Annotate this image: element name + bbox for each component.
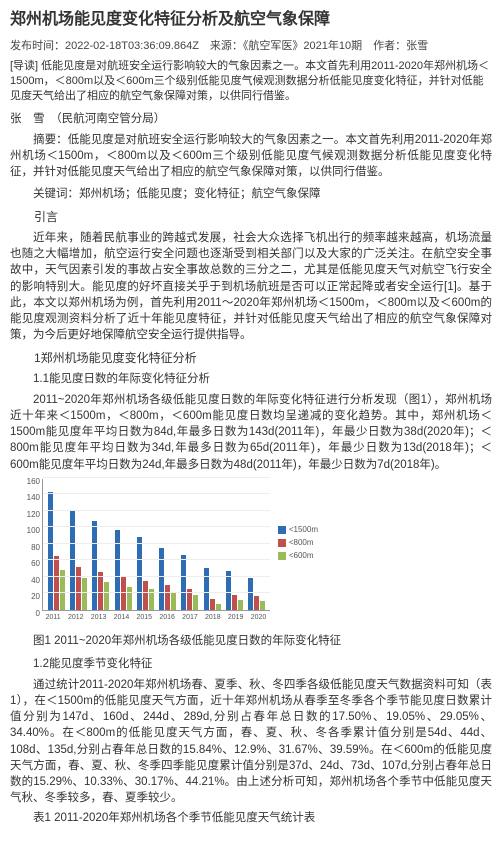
legend-label: <600m xyxy=(289,550,314,562)
x-tick: 2015 xyxy=(136,613,152,629)
legend-item: <800m xyxy=(278,537,318,549)
bar xyxy=(238,600,243,610)
figure-1: 020406080100120140160 201120122013201420… xyxy=(10,479,492,629)
abstract-text: 低能见度是对航班安全运行影响较大的气象因素之一。本文首先利用2011-2020年… xyxy=(10,134,492,178)
bar xyxy=(204,568,209,609)
bar xyxy=(171,592,176,610)
section1-2-title: 1.2能见度季节变化特征 xyxy=(10,656,492,673)
bar xyxy=(226,571,231,610)
year-group xyxy=(226,479,243,610)
grid-line xyxy=(43,592,270,593)
abstract-label: 摘要： xyxy=(33,134,68,146)
x-tick: 2019 xyxy=(228,613,244,629)
year-group xyxy=(115,479,132,610)
legend-item: <600m xyxy=(278,550,318,562)
year-group xyxy=(159,479,176,610)
section1-2-text: 通过统计2011-2020年郑州机场春、夏季、秋、冬四季各级低能见度天气数据资料… xyxy=(10,677,492,806)
grid-line xyxy=(43,543,270,544)
x-tick: 2011 xyxy=(46,613,61,629)
year-group xyxy=(181,479,198,610)
bar xyxy=(76,567,81,610)
x-tick: 2020 xyxy=(251,613,267,629)
grid-line xyxy=(43,576,270,577)
grid-line xyxy=(43,493,270,494)
table-1-caption: 表1 2011-2020年郑州机场各个季节低能见度天气统计表 xyxy=(10,810,492,827)
bar xyxy=(92,521,97,610)
plot-area xyxy=(42,479,270,611)
keywords-label: 关键词： xyxy=(33,188,79,200)
meta-line: 发布时间：2022-02-18T03:36:09.864Z 来源：《航空军医》2… xyxy=(10,38,492,55)
x-tick: 2012 xyxy=(68,613,84,629)
legend-swatch xyxy=(278,526,286,534)
lede-text: [导读] 低能见度是对航班安全运行影响较大的气象因素之一。本文首先利用2011-… xyxy=(10,59,492,105)
section1-1-text: 2011~2020年郑州机场各级低能见度日数的年际变化特征进行分析发现（图1），… xyxy=(10,392,492,472)
author-line: 张 雪 （民航河南空管分局） xyxy=(10,111,492,128)
bar xyxy=(159,548,164,610)
legend: <1500m<800m<600m xyxy=(278,524,318,563)
x-tick: 2017 xyxy=(182,613,198,629)
legend-swatch xyxy=(278,552,286,560)
y-axis: 020406080100120140160 xyxy=(18,479,40,611)
bar xyxy=(165,585,170,610)
bar xyxy=(260,601,265,609)
abstract: 摘要：低能见度是对航班安全运行影响较大的气象因素之一。本文首先利用2011-20… xyxy=(10,132,492,180)
x-axis: 2011 2012 2013 2014 2015 2016 2017 2018 2019 2020 xyxy=(42,613,270,629)
bar xyxy=(143,581,148,610)
x-tick: 2016 xyxy=(159,613,175,629)
bar xyxy=(216,604,221,610)
bar xyxy=(127,587,132,610)
x-tick: 2013 xyxy=(91,613,107,629)
year-group xyxy=(92,479,109,610)
bar xyxy=(54,556,59,610)
section1-title: 1郑州机场能见度变化特征分析 xyxy=(10,349,492,367)
legend-label: <800m xyxy=(289,537,314,549)
grid-line xyxy=(43,526,270,527)
figure-1-caption: 图1 2011~2020年郑州机场各级低能见度日数的年际变化特征 xyxy=(10,633,492,650)
bar xyxy=(98,572,103,610)
bar xyxy=(104,582,109,610)
legend-swatch xyxy=(278,539,286,547)
bar xyxy=(121,577,126,610)
bar xyxy=(210,599,215,610)
year-group xyxy=(48,479,65,610)
bar xyxy=(82,578,87,609)
page-title: 郑州机场能见度变化特征分析及航空气象保障 xyxy=(10,8,492,32)
keywords: 关键词：郑州机场；低能见度；变化特征；航空气象保障 xyxy=(10,186,492,202)
year-group xyxy=(70,479,87,610)
bar xyxy=(232,595,237,610)
grid-line xyxy=(43,510,270,511)
year-group xyxy=(248,479,265,610)
bar xyxy=(181,555,186,609)
year-group xyxy=(204,479,221,610)
bar-chart: 020406080100120140160 201120122013201420… xyxy=(18,479,318,629)
bar xyxy=(254,596,259,609)
x-tick: 2018 xyxy=(205,613,221,629)
legend-label: <1500m xyxy=(289,524,318,536)
x-tick: 2014 xyxy=(114,613,130,629)
year-group xyxy=(137,479,154,610)
intro-text: 近年来，随着民航事业的跨越式发展，社会大众选择飞机出行的频率越来越高，机场流量也… xyxy=(10,230,492,343)
keywords-text: 郑州机场；低能见度；变化特征；航空气象保障 xyxy=(79,188,321,200)
intro-title: 引言 xyxy=(10,208,492,226)
legend-item: <1500m xyxy=(278,524,318,536)
grid-line xyxy=(43,477,270,478)
bar xyxy=(193,595,198,610)
grid-line xyxy=(43,559,270,560)
section1-1-title: 1.1能见度日数的年际变化特征分析 xyxy=(10,371,492,388)
bar xyxy=(137,537,142,610)
bar xyxy=(248,578,253,609)
